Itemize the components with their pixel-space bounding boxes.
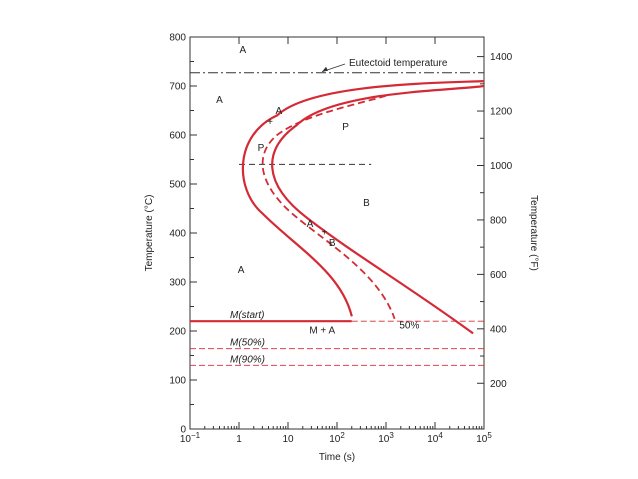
y-tick-label: 300 bbox=[169, 278, 186, 289]
y2-tick-label: 200 bbox=[490, 379, 507, 390]
y-tick-label: 600 bbox=[169, 131, 186, 142]
y-axis-ticks: 0 100 200 300 400 500 600 700 800 bbox=[169, 33, 197, 436]
martensite-lines: M(start) M(50%) M(90%) bbox=[190, 310, 484, 366]
curve-annotation: 50% bbox=[399, 321, 419, 332]
x-tick-label: 102 bbox=[329, 431, 345, 445]
y2-tick-label: 1000 bbox=[490, 161, 513, 172]
region-label: M + A bbox=[309, 325, 335, 336]
y2-tick-label: 600 bbox=[490, 270, 507, 281]
curve-annotation: A bbox=[275, 106, 282, 117]
plot-frame bbox=[189, 36, 485, 430]
martensite-label: M(90%) bbox=[230, 354, 265, 365]
eutectoid-label: Eutectoid temperature bbox=[349, 58, 448, 69]
y2-tick-label: 1400 bbox=[490, 52, 513, 63]
y2-axis-title: Temperature (°F) bbox=[528, 195, 539, 271]
region-label: A bbox=[238, 265, 245, 276]
y-tick-label: 200 bbox=[169, 327, 186, 338]
y-tick-label: 0 bbox=[180, 425, 186, 436]
curve-annotation: P bbox=[258, 143, 265, 154]
reference-lines: Eutectoid temperature bbox=[190, 58, 484, 165]
y2-tick-label: 1200 bbox=[490, 107, 513, 118]
x-tick-label: 10 bbox=[282, 434, 294, 445]
eutectoid-arrowhead bbox=[322, 66, 328, 72]
y-tick-label: 700 bbox=[169, 82, 186, 93]
y-tick-label: 800 bbox=[169, 33, 186, 44]
x-axis-title: Time (s) bbox=[319, 452, 355, 463]
x-tick-label: 105 bbox=[476, 431, 492, 445]
region-label: A bbox=[216, 95, 223, 106]
curve-annotation: + bbox=[267, 117, 273, 128]
y2-tick-label: 800 bbox=[490, 215, 507, 226]
finish-curve bbox=[271, 84, 485, 335]
curve-annotations: A+PA+B50% bbox=[258, 106, 420, 332]
y-tick-label: 100 bbox=[169, 376, 186, 387]
curve-annotation: B bbox=[329, 238, 336, 249]
start-curve bbox=[241, 80, 485, 317]
transformation-curves bbox=[241, 80, 485, 335]
x-tick-label: 103 bbox=[378, 431, 394, 445]
x-axis-ticks: 10−1 1 10 102 103 104 105 bbox=[180, 37, 492, 445]
y2-axis-ticks: 200 400 600 800 1000 1200 1400 bbox=[477, 52, 513, 390]
x-tick-label: 104 bbox=[427, 431, 443, 445]
y2-tick-label: 400 bbox=[490, 324, 507, 335]
y-tick-label: 500 bbox=[169, 180, 186, 191]
region-label: B bbox=[363, 198, 370, 209]
martensite-label: M(start) bbox=[230, 310, 264, 321]
y-tick-label: 400 bbox=[169, 229, 186, 240]
y-axis-title: Temperature (°C) bbox=[144, 195, 155, 272]
fifty-percent-curve bbox=[261, 94, 396, 320]
x-tick-label: 1 bbox=[236, 434, 242, 445]
curve-annotation: + bbox=[321, 227, 327, 238]
x-tick-label: 10−1 bbox=[180, 431, 201, 445]
region-label: P bbox=[342, 122, 349, 133]
martensite-label: M(50%) bbox=[230, 338, 265, 349]
region-labels: A A P B A M + A bbox=[216, 45, 370, 336]
curve-annotation: A bbox=[307, 219, 314, 230]
region-label: A bbox=[240, 45, 247, 56]
